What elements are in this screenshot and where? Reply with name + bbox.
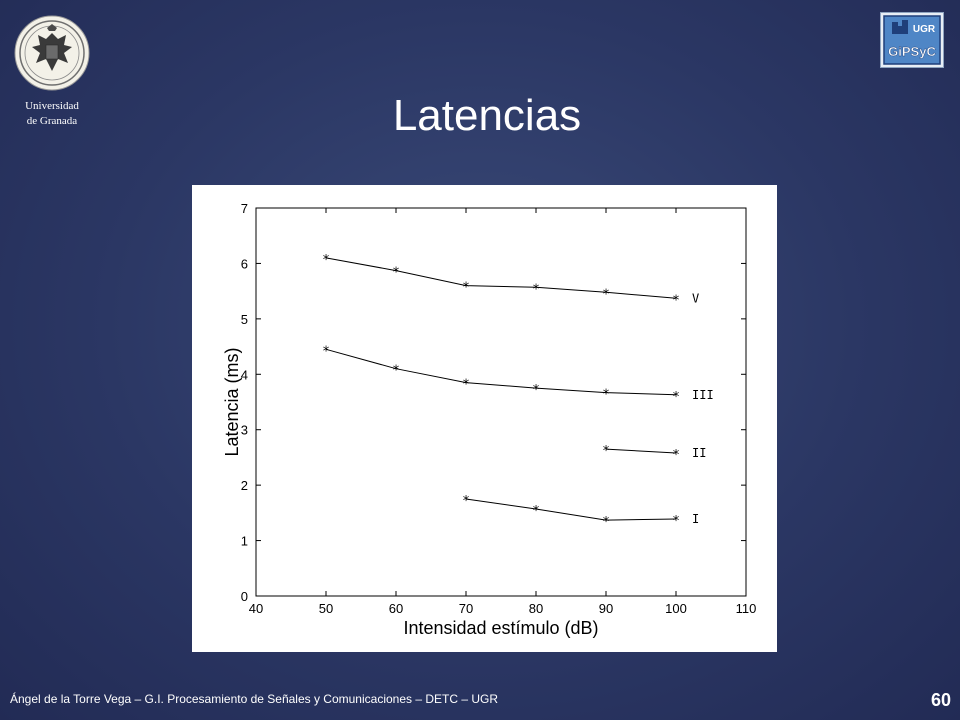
y-tick-label: 6 [241, 256, 248, 271]
footer-credits: Ángel de la Torre Vega – G.I. Procesamie… [10, 692, 499, 706]
x-tick-label: 110 [736, 601, 757, 616]
logo-text-top: UGR [913, 24, 936, 35]
x-tick-label: 60 [389, 601, 403, 616]
x-tick-label: 40 [249, 601, 263, 616]
data-point-marker: * [392, 364, 400, 379]
x-tick-label: 100 [665, 601, 687, 616]
data-point-marker: * [532, 504, 540, 519]
university-name-line2: de Granada [26, 115, 78, 127]
y-axis-label: Latencia (ms) [222, 347, 242, 456]
y-tick-label: 1 [241, 534, 248, 549]
x-tick-label: 90 [599, 601, 613, 616]
series-line-I [465, 498, 677, 521]
data-point-marker: * [462, 494, 470, 509]
data-point-marker: * [672, 293, 680, 308]
series-line-II [605, 448, 677, 454]
data-point-marker: * [602, 515, 610, 530]
y-tick-label: 2 [241, 478, 248, 493]
series-label-II: II [692, 446, 706, 460]
data-point-marker: * [462, 281, 470, 296]
university-name: Universidad de Granada [0, 99, 104, 129]
data-point-marker: * [532, 383, 540, 398]
logo-text-bottom: GiPSyC [888, 44, 936, 59]
y-tick-label: 3 [241, 423, 248, 438]
series-label-I: I [692, 512, 699, 526]
y-tick-label: 7 [241, 201, 248, 216]
chart-figure: 40 50 60 70 80 90 100 110 0 1 2 3 4 5 6 7 Intensidad est… [192, 185, 777, 652]
data-point-marker: * [672, 390, 680, 405]
gipsyc-logo: UGR GiPSyC [880, 12, 944, 68]
x-tick-label: 70 [459, 601, 473, 616]
data-point-marker: * [322, 344, 330, 359]
x-tick-label: 80 [529, 601, 543, 616]
plot-frame [255, 207, 747, 597]
university-name-line1: Universidad [25, 100, 79, 112]
y-tick-label: 0 [241, 589, 248, 604]
data-point-marker: * [392, 266, 400, 281]
data-point-marker: * [672, 448, 680, 463]
data-point-marker: * [602, 444, 610, 459]
y-tick-label: 4 [241, 367, 248, 382]
x-tick-label: 50 [319, 601, 333, 616]
data-point-marker: * [462, 378, 470, 393]
data-point-marker: * [672, 514, 680, 529]
y-tick-label: 5 [241, 312, 248, 327]
data-point-marker: * [602, 388, 610, 403]
university-seal-logo [14, 15, 90, 91]
series-line-V [325, 257, 677, 299]
latency-chart: 40 50 60 70 80 90 100 110 0 1 2 3 4 5 6 7 Intensidad est… [222, 201, 757, 638]
series-label-III: III [692, 388, 714, 402]
slide-title: Latencias [392, 91, 582, 140]
data-point-marker: * [322, 253, 330, 268]
page-number: 60 [930, 690, 951, 710]
data-point-marker: * [532, 282, 540, 297]
x-axis-label: Intensidad estímulo (dB) [403, 618, 598, 638]
series-label-V: V [692, 291, 699, 305]
data-point-marker: * [602, 287, 610, 302]
series-line-III [325, 348, 677, 396]
